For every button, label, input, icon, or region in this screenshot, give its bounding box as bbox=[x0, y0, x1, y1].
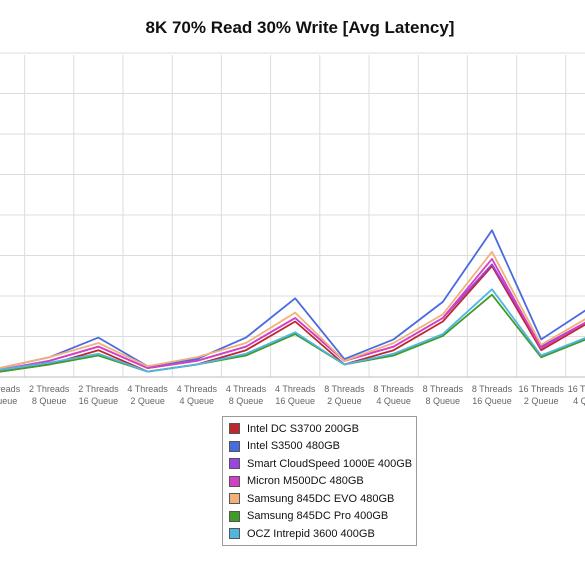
series-line-samsung-845dc-pro-400gb bbox=[0, 293, 585, 373]
legend-swatch bbox=[229, 528, 240, 540]
legend-swatch bbox=[229, 510, 240, 522]
x-tick-label: 8 Threads bbox=[472, 384, 513, 394]
series-line-ocz-intrepid-3600-400gb bbox=[0, 288, 585, 373]
x-tick-label: 4 Threads bbox=[127, 384, 168, 394]
series-line-micron-m500dc-480gb bbox=[0, 257, 585, 371]
x-tick-label: 8 Threads bbox=[324, 384, 365, 394]
series-line-intel-s3500-480gb bbox=[0, 229, 585, 369]
x-tick-label: 4 Queue bbox=[180, 396, 215, 406]
x-tick-label: 2 Threads bbox=[0, 384, 21, 394]
legend-swatch bbox=[229, 493, 240, 505]
x-axis-tick-labels: 2 Threads 4 Queue 2 Threads 8 Queue 2 Thread… bbox=[0, 384, 585, 406]
x-tick-label: 4 Threads bbox=[226, 384, 267, 394]
legend-label: Samsung 845DC EVO 480GB bbox=[247, 492, 395, 505]
x-tick-label: 2 Queue bbox=[327, 396, 362, 406]
chart-grid bbox=[0, 52, 585, 378]
x-tick-label: 2 Queue bbox=[130, 396, 165, 406]
chart-legend: Intel DC S3700 200GB Intel S3500 480GB Sma… bbox=[222, 416, 417, 546]
x-tick-label: 8 Queue bbox=[229, 396, 264, 406]
legend-label: Samsung 845DC Pro 400GB bbox=[247, 510, 389, 523]
legend-label: Smart CloudSpeed 1000E 400GB bbox=[247, 457, 413, 470]
legend-label: Micron M500DC 480GB bbox=[247, 475, 364, 488]
x-tick-label: 2 Threads bbox=[78, 384, 119, 394]
x-tick-label: 2 Queue bbox=[524, 396, 559, 406]
x-tick-label: 16 Threads bbox=[519, 384, 565, 394]
x-tick-label: 8 Threads bbox=[423, 384, 464, 394]
legend-label: OCZ Intrepid 3600 400GB bbox=[247, 527, 375, 540]
x-tick-label: 8 Queue bbox=[32, 396, 67, 406]
legend-item: Intel DC S3700 200GB bbox=[229, 420, 416, 438]
series-line-samsung-845dc-evo-480gb bbox=[0, 250, 585, 369]
x-tick-label: 16 Threads bbox=[568, 384, 585, 394]
x-tick-label: 4 Threads bbox=[177, 384, 218, 394]
legend-item: Smart CloudSpeed 1000E 400GB bbox=[229, 455, 416, 473]
legend-item: Samsung 845DC Pro 400GB bbox=[229, 508, 416, 526]
x-tick-label: 8 Queue bbox=[426, 396, 461, 406]
chart-series-lines bbox=[0, 229, 585, 373]
legend-item: Samsung 845DC EVO 480GB bbox=[229, 490, 416, 508]
x-tick-label: 4 Queue bbox=[573, 396, 585, 406]
x-tick-label: 16 Queue bbox=[79, 396, 119, 406]
x-tick-label: 4 Threads bbox=[275, 384, 316, 394]
legend-label: Intel S3500 480GB bbox=[247, 440, 340, 453]
series-line-intel-dc-s3700-200gb bbox=[0, 265, 585, 373]
x-tick-label: 4 Queue bbox=[0, 396, 17, 406]
legend-label: Intel DC S3700 200GB bbox=[247, 422, 359, 435]
legend-swatch bbox=[229, 458, 240, 470]
legend-swatch bbox=[229, 440, 240, 452]
x-tick-label: 4 Queue bbox=[376, 396, 411, 406]
legend-swatch bbox=[229, 475, 240, 487]
x-tick-label: 16 Queue bbox=[472, 396, 512, 406]
x-tick-label: 16 Queue bbox=[275, 396, 315, 406]
legend-swatch bbox=[229, 423, 240, 435]
chart-title: 8K 70% Read 30% Write [Avg Latency] bbox=[145, 18, 455, 37]
legend-item: Intel S3500 480GB bbox=[229, 438, 416, 456]
legend-item: Micron M500DC 480GB bbox=[229, 473, 416, 491]
x-tick-label: 2 Threads bbox=[29, 384, 70, 394]
legend-item: OCZ Intrepid 3600 400GB bbox=[229, 525, 416, 543]
x-tick-label: 8 Threads bbox=[373, 384, 414, 394]
